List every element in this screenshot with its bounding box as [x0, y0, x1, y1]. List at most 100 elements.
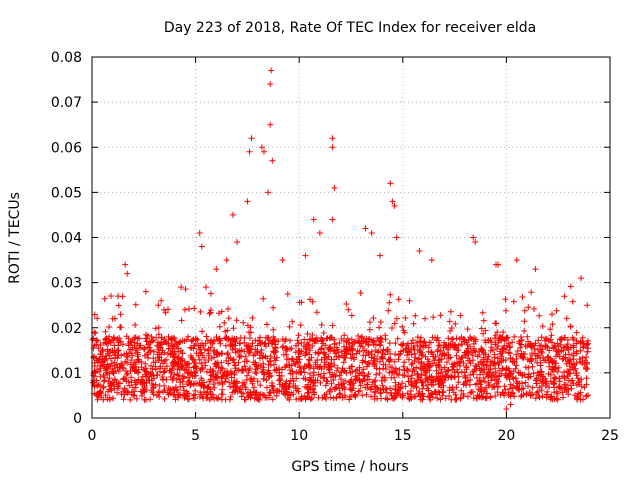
- plot-frame: [91, 56, 611, 419]
- data-point: [449, 384, 456, 391]
- data-point: [292, 349, 299, 356]
- data-point: [216, 323, 223, 330]
- data-point: [212, 360, 219, 367]
- data-point: [444, 368, 451, 374]
- data-point: [249, 340, 256, 347]
- data-point: [505, 365, 512, 372]
- data-point: [292, 383, 299, 389]
- data-point: [222, 378, 228, 385]
- data-point: [521, 371, 528, 378]
- data-point: [272, 357, 279, 364]
- data-point: [100, 383, 107, 390]
- data-point: [570, 356, 577, 363]
- data-point: [172, 338, 179, 345]
- data-point: [521, 318, 528, 325]
- data-point: [244, 198, 251, 205]
- data-point: [315, 371, 322, 378]
- data-point: [534, 359, 541, 366]
- data-point: [373, 365, 380, 372]
- data-point: [256, 338, 263, 344]
- data-point: [121, 351, 128, 358]
- x-tick-label: 25: [601, 428, 619, 444]
- data-point: [317, 379, 324, 386]
- data-point: [426, 339, 433, 346]
- data-point: [266, 358, 273, 365]
- data-point: [218, 396, 225, 403]
- data-point: [465, 357, 471, 364]
- data-point: [101, 377, 108, 384]
- data-point: [365, 371, 372, 377]
- data-point: [347, 369, 354, 376]
- data-point: [465, 337, 472, 344]
- data-point: [405, 356, 412, 363]
- data-point: [402, 315, 409, 321]
- data-point: [279, 257, 286, 264]
- data-point: [515, 369, 522, 376]
- y-tick-label: 0.01: [51, 366, 82, 382]
- data-point: [229, 211, 236, 218]
- data-point: [304, 341, 311, 348]
- data-point: [308, 395, 315, 401]
- data-point: [377, 252, 383, 259]
- data-point: [222, 328, 229, 335]
- data-point: [468, 389, 475, 396]
- data-point: [466, 381, 473, 388]
- data-point: [315, 349, 321, 356]
- data-point: [521, 351, 528, 357]
- data-point: [176, 376, 183, 382]
- data-point: [509, 374, 516, 381]
- data-point: [440, 382, 447, 389]
- data-point: [407, 388, 414, 394]
- data-point: [583, 354, 590, 360]
- data-point: [379, 355, 386, 362]
- data-point: [354, 347, 361, 354]
- data-point: [495, 339, 502, 346]
- data-point: [563, 315, 570, 322]
- data-point: [246, 148, 253, 155]
- data-point: [346, 381, 353, 388]
- data-point: [526, 358, 533, 365]
- data-point: [133, 346, 140, 352]
- data-point: [127, 368, 134, 374]
- data-point: [377, 319, 384, 326]
- data-point: [461, 336, 468, 343]
- data-point: [561, 293, 568, 300]
- data-point: [120, 396, 127, 403]
- data-point: [426, 375, 433, 381]
- data-point: [247, 392, 254, 399]
- data-point: [170, 354, 176, 361]
- data-point: [329, 322, 336, 329]
- data-point: [97, 373, 104, 380]
- data-point: [156, 357, 162, 364]
- data-point: [118, 391, 125, 398]
- data-point: [507, 343, 514, 350]
- data-point: [222, 375, 229, 382]
- data-point: [494, 345, 500, 352]
- data-point: [470, 371, 477, 378]
- data-point: [539, 378, 546, 385]
- data-point: [314, 337, 321, 344]
- data-point: [525, 383, 531, 390]
- data-point: [395, 352, 402, 359]
- data-point: [359, 357, 366, 364]
- data-point: [224, 368, 231, 374]
- data-point: [552, 360, 559, 367]
- data-point: [544, 391, 551, 398]
- data-point: [485, 366, 492, 373]
- data-point: [305, 361, 312, 368]
- data-point: [308, 354, 315, 361]
- data-point: [455, 373, 462, 380]
- data-point: [229, 335, 236, 342]
- data-point: [128, 379, 135, 386]
- data-point: [447, 308, 454, 315]
- data-point: [206, 310, 213, 317]
- data-point: [525, 374, 532, 381]
- data-point: [523, 390, 530, 397]
- data-point: [343, 338, 350, 345]
- data-point: [522, 364, 529, 371]
- data-point: [97, 342, 104, 348]
- data-point: [359, 333, 365, 340]
- data-point: [373, 384, 380, 391]
- data-point: [562, 334, 568, 341]
- data-point: [397, 384, 404, 391]
